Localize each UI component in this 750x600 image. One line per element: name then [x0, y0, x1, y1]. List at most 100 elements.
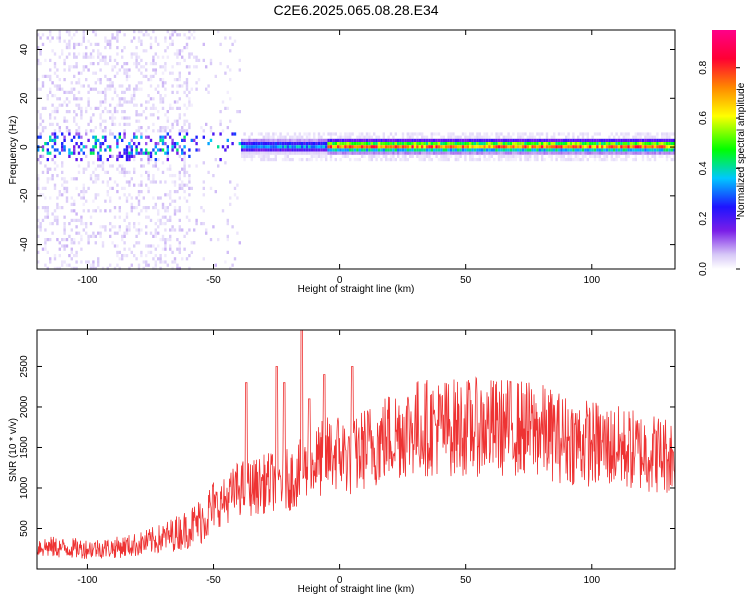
heatmap-cell — [178, 170, 181, 174]
heatmap-cell — [101, 100, 105, 104]
heatmap-cell — [658, 142, 661, 146]
heatmap-cell — [137, 199, 141, 203]
heatmap-cell — [281, 158, 285, 162]
heatmap-cell — [49, 78, 52, 82]
heatmap-cell — [87, 122, 90, 126]
heatmap-cell — [157, 158, 160, 162]
heatmap-cell — [512, 142, 515, 146]
heatmap-cell — [423, 154, 426, 158]
heatmap-cell — [135, 257, 138, 261]
heatmap-cell — [85, 260, 88, 264]
heatmap-cell — [58, 254, 61, 258]
heatmap-cell — [397, 148, 400, 152]
heatmap-cell — [313, 148, 316, 152]
heatmap-cell — [51, 132, 54, 136]
heatmap-cell — [536, 142, 539, 146]
heatmap-cell — [416, 138, 419, 142]
heatmap-cell — [169, 106, 172, 110]
heatmap-cell — [401, 154, 405, 158]
heatmap-cell — [519, 138, 522, 142]
heatmap-cell — [245, 138, 249, 142]
heatmap-cell — [125, 148, 129, 152]
heatmap-cell — [548, 142, 551, 146]
heatmap-cell — [557, 142, 561, 146]
heatmap-cell — [87, 138, 90, 142]
heatmap-cell — [116, 138, 119, 142]
heatmap-cell — [75, 266, 78, 270]
heatmap-cell — [152, 103, 155, 107]
heatmap-cell — [82, 145, 85, 149]
heatmap-cell — [169, 33, 172, 37]
heatmap-cell — [164, 62, 167, 66]
heatmap-cell — [41, 129, 45, 133]
heatmap-cell — [183, 234, 186, 238]
heatmap-cell — [101, 110, 105, 114]
heatmap-cell — [500, 148, 503, 152]
heatmap-cell — [591, 142, 594, 146]
heatmap-cell — [58, 103, 61, 107]
heatmap-cell — [214, 158, 217, 162]
heatmap-cell — [104, 74, 107, 78]
heatmap-cell — [70, 90, 73, 94]
heatmap-cell — [70, 138, 73, 142]
heatmap-cell — [673, 142, 676, 146]
heatmap-cell — [574, 154, 577, 158]
heatmap-cell — [188, 122, 191, 126]
heatmap-cell — [73, 52, 76, 56]
heatmap-cell — [627, 148, 630, 152]
heatmap-cell — [512, 132, 515, 136]
heatmap-cell — [51, 222, 54, 226]
heatmap-cell — [157, 209, 160, 213]
heatmap-cell — [106, 158, 109, 162]
heatmap-cell — [363, 135, 366, 139]
heatmap-cell — [442, 158, 445, 162]
heatmap-cell — [382, 145, 385, 149]
heatmap-cell — [221, 100, 225, 104]
heatmap-cell — [521, 151, 525, 155]
heatmap-cell — [325, 154, 328, 158]
heatmap-cell — [488, 142, 491, 146]
heatmap-cell — [173, 180, 177, 184]
heatmap-cell — [53, 135, 57, 139]
heatmap-cell — [152, 174, 155, 178]
heatmap-cell — [231, 263, 234, 267]
heatmap-cell — [557, 154, 561, 158]
heatmap-cell — [661, 132, 664, 136]
heatmap-cell — [209, 58, 213, 62]
heatmap-cell — [637, 132, 640, 136]
heatmap-cell — [584, 132, 587, 136]
heatmap-cell — [613, 138, 616, 142]
heatmap-cell — [94, 180, 97, 184]
heatmap-cell — [113, 74, 117, 78]
heatmap-cell — [622, 145, 625, 149]
heatmap-cell — [361, 142, 364, 146]
heatmap-cell — [118, 164, 121, 168]
heatmap-cell — [195, 142, 198, 146]
heatmap-cell — [94, 30, 97, 34]
heatmap-cell — [226, 234, 229, 238]
heatmap-cell — [418, 151, 421, 155]
heatmap-cell — [161, 148, 165, 152]
heatmap-cell — [262, 138, 265, 142]
heatmap-cell — [471, 154, 474, 158]
heatmap-cell — [464, 145, 467, 149]
heatmap-cell — [94, 81, 97, 85]
heatmap-cell — [152, 97, 155, 101]
heatmap-cell — [442, 145, 445, 149]
heatmap-cell — [560, 158, 563, 162]
heatmap-cell — [598, 142, 601, 146]
heatmap-cell — [454, 138, 457, 142]
heatmap-cell — [250, 151, 253, 155]
heatmap-cell — [327, 151, 330, 155]
heatmap-cell — [142, 266, 145, 270]
heatmap-cell — [404, 154, 407, 158]
heatmap-cell — [209, 62, 213, 66]
heatmap-cell — [70, 202, 73, 206]
heatmap-cell — [536, 158, 539, 162]
heatmap-cell — [365, 148, 369, 152]
heatmap-cell — [406, 138, 409, 142]
heatmap-cell — [644, 148, 647, 152]
heatmap-cell — [344, 132, 347, 136]
heatmap-cell — [274, 145, 277, 149]
